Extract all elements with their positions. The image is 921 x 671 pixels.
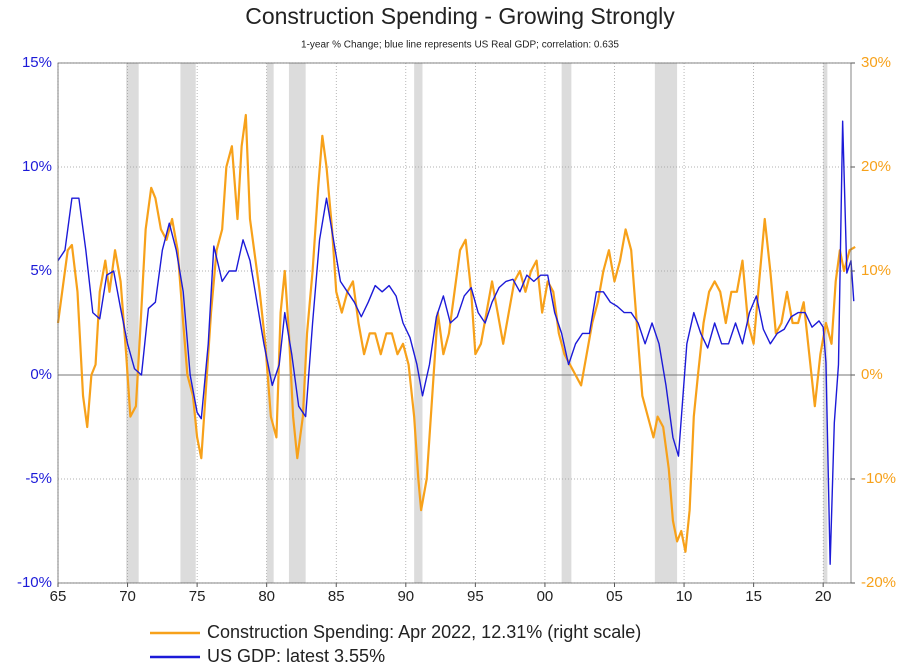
y2-tick-label: -20% <box>861 574 896 591</box>
y2-tick-label: 0% <box>861 366 883 383</box>
y2-tick-label: 30% <box>861 54 891 71</box>
lines <box>56 113 856 565</box>
recession-band <box>654 63 678 583</box>
y2-tick-label: 10% <box>861 262 891 279</box>
y-tick-label: 0% <box>30 366 52 383</box>
x-tick-label: 75 <box>189 588 206 605</box>
chart-subtitle: 1-year % Change; blue line represents US… <box>301 40 619 51</box>
recession-band <box>561 63 572 583</box>
legend-label: Construction Spending: Apr 2022, 12.31% … <box>207 622 641 642</box>
x-tick-label: 90 <box>397 588 414 605</box>
recession-band <box>266 63 274 583</box>
x-tick-label: 80 <box>258 588 275 605</box>
x-tick-label: 65 <box>50 588 67 605</box>
grid <box>57 62 851 584</box>
recession-band <box>288 63 306 583</box>
plot-frame <box>57 62 852 584</box>
legend-label: US GDP: latest 3.55% <box>207 646 385 666</box>
legend: Construction Spending: Apr 2022, 12.31% … <box>150 622 641 666</box>
recession-band <box>126 63 139 583</box>
y-tick-label: 5% <box>30 262 52 279</box>
x-tick-label: 95 <box>467 588 484 605</box>
y2-tick-label: 20% <box>861 158 891 175</box>
series-line <box>56 113 856 553</box>
y-tick-label: 15% <box>22 54 52 71</box>
x-tick-label: 05 <box>606 588 623 605</box>
axes: 65 70 75 80 85 90 95 00 05 10 15 20 -10% -5% 0% 5% 10% 15… <box>17 54 896 605</box>
x-tick-label: 10 <box>676 588 693 605</box>
y-tick-label: -10% <box>17 574 52 591</box>
x-tick-label: 15 <box>745 588 762 605</box>
x-tick-label: 70 <box>119 588 136 605</box>
y2-tick-label: -10% <box>861 470 896 487</box>
recession-band <box>180 63 196 583</box>
y-tick-label: -5% <box>25 470 52 487</box>
recessions <box>126 63 828 583</box>
x-tick-label: 20 <box>815 588 832 605</box>
recession-band <box>414 63 423 583</box>
series-line <box>57 120 855 565</box>
y-tick-label: 10% <box>22 158 52 175</box>
x-tick-label: 00 <box>537 588 554 605</box>
x-tick-label: 85 <box>328 588 345 605</box>
chart-title: Construction Spending - Growing Strongly <box>245 3 675 29</box>
